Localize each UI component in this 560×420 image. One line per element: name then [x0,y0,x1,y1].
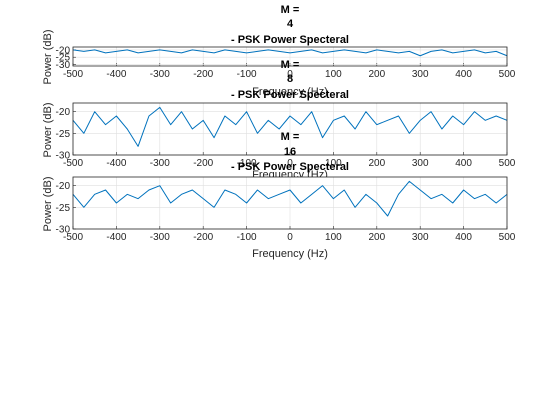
subplot-3-xtick-label: 0 [287,232,293,243]
subplot-1-xtick-label: 300 [412,69,429,80]
subplot-3-xtick-label: 500 [499,232,516,243]
subplot-3: M = 16 - PSK Power Specteral Power (dB) … [42,131,516,260]
subplot-2-xtick-label: 0 [287,158,293,169]
subplot-1-xtick-label: 200 [368,69,385,80]
subplot-3-ytick-label: -20 [56,181,71,192]
subplot-3-ylabel: Power (dB) [42,176,54,231]
subplot-2-series-line [72,106,508,147]
subplot-2-xtick-label: -100 [237,158,257,169]
subplot-3-xtick-label: 100 [325,232,342,243]
subplot-2-plot-area: -500 -400 -300 -200 -100 0 100 200 300 400 500 -20 -… [56,102,516,169]
subplot-1-title-line-3: - PSK Power Specteral [231,34,349,46]
subplot-3-xtick-label: -300 [150,232,170,243]
subplot-1-ytick-label: -20 [56,45,71,56]
subplot-3-series-line [72,180,508,217]
subplot-2-xtick-label: 100 [325,158,342,169]
subplot-2-xtick-label: -200 [193,158,213,169]
subplot-2-xtick-label: -300 [150,158,170,169]
subplot-3-ytick-label: -30 [56,225,71,236]
subplot-1-title-line-2: 4 [287,18,294,30]
subplot-3-xtick-label: -200 [193,232,213,243]
subplot-3-axes-box [72,176,508,230]
subplot-3-xtick-label: 400 [455,232,472,243]
subplot-1-ytick-label: -30 [56,60,71,71]
subplot-2-title-line-1: M = [281,59,300,71]
subplot-1-xlabel: Frequency (Hz) [252,86,328,98]
subplot-1-series-line [72,49,508,57]
subplot-2-axes-box [72,102,508,156]
subplot-2-xtick-label: -500 [63,158,83,169]
subplot-1: M = 4 - PSK Power Specteral Power (dB) F… [42,4,516,98]
subplot-1-ylabel: Power (dB) [42,29,54,84]
subplot-1-xtick-label: -100 [237,69,257,80]
subplot-3-title-line-3: - PSK Power Specteral [231,161,349,173]
subplot-1-xtick-label: 0 [287,69,293,80]
subplot-1-axes-box [72,46,508,67]
subplot-3-xtick-label: 200 [368,232,385,243]
subplot-2-xtick-label: 300 [412,158,429,169]
subplot-2-xtick-label: -400 [106,158,126,169]
subplot-1-xtick-label: -400 [106,69,126,80]
subplot-1-plot-area: -500 -400 -300 -200 -100 0 100 200 300 400 500-20-… [56,45,516,80]
subplot-3-plot-area: -500 -400 -300 -200 -100 0 100 200 300 400 500 -20 -… [56,176,516,243]
subplot-2-xtick-label: 200 [368,158,385,169]
subplot-3-xtick-label: -500 [63,232,83,243]
subplot-2-xtick-label: 400 [455,158,472,169]
subplot-1-xtick-label: 400 [455,69,472,80]
subplot-2-ylabel: Power (dB) [42,102,54,157]
subplot-1-xtick-label: -500 [63,69,83,80]
subplot-3-ytick-label: -25 [56,203,71,214]
subplot-2-xtick-label: 500 [499,158,516,169]
subplot-3-xtick-label: -400 [106,232,126,243]
subplot-2-ytick-label: -25 [56,129,71,140]
subplot-3-xtick-label: -100 [237,232,257,243]
subplot-2: M = 8 - PSK Power Specteral Power (dB) F… [42,59,516,181]
subplot-1-ytick-label: -25 [56,53,71,64]
subplot-3-title-line-2: 16 [284,146,296,158]
subplot-1-xtick-label: -200 [193,69,213,80]
subplot-2-ytick-label: -20 [56,107,71,118]
subplot-1-title-line-1: M = [281,4,300,16]
subplot-3-xlabel: Frequency (Hz) [252,248,328,260]
subplot-1-xtick-label: -300 [150,69,170,80]
subplot-3-xtick-label: 300 [412,232,429,243]
subplot-2-title-line-3: - PSK Power Specteral [231,89,349,101]
subplot-1-xtick-label: 100 [325,69,342,80]
subplot-3-title-line-1: M = [281,131,300,143]
subplot-2-ytick-label: -30 [56,151,71,162]
subplot-2-title-line-2: 8 [287,73,293,85]
subplot-1-xtick-label: 500 [499,69,516,80]
